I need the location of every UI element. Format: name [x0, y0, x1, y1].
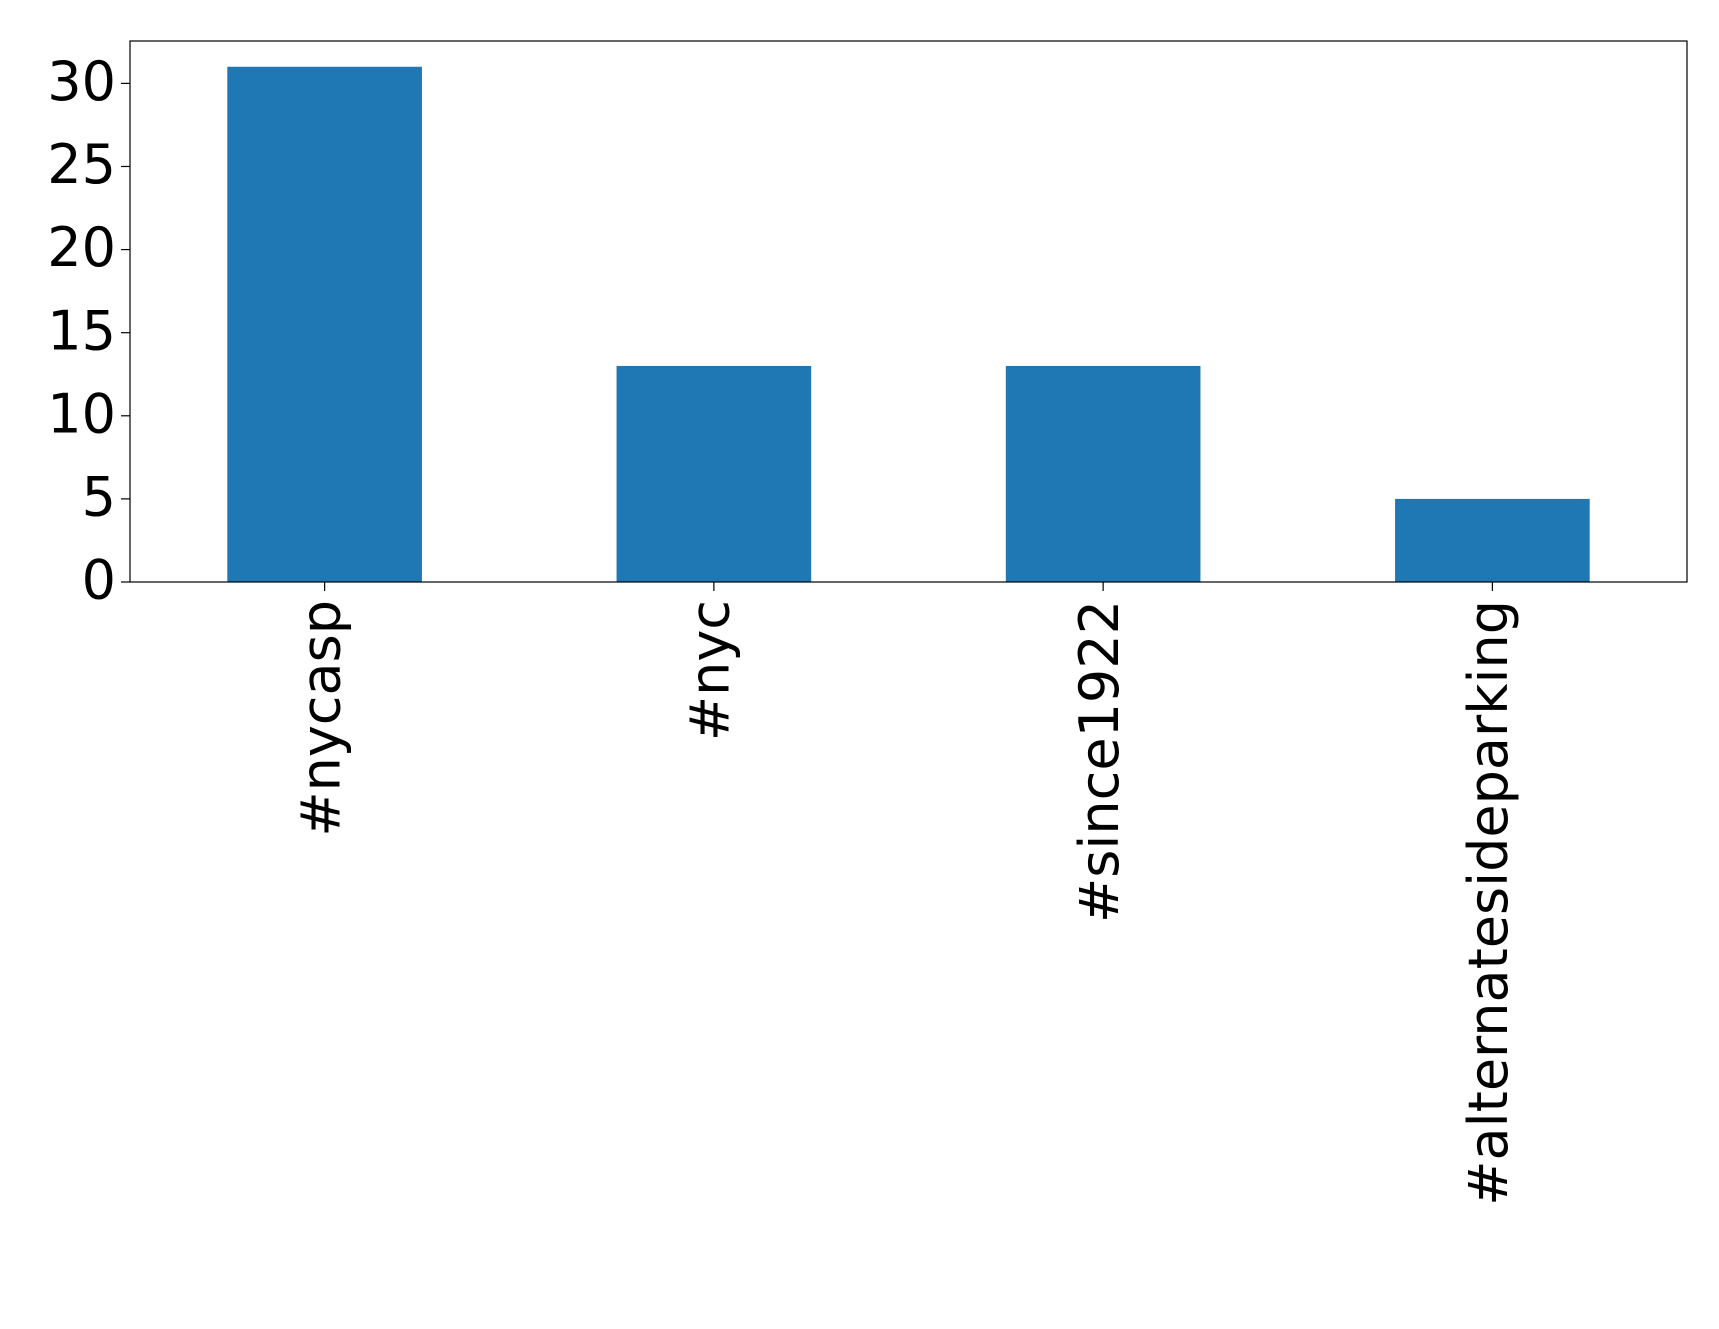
y-tick-label: 5 — [82, 466, 116, 529]
x-tick-label: #nycasp — [289, 600, 352, 837]
bar — [616, 365, 812, 582]
x-tick-label: #alternatesideparking — [1457, 600, 1520, 1206]
y-tick-label: 15 — [47, 299, 116, 362]
y-tick-label: 30 — [47, 50, 116, 113]
x-tick-label: #since1922 — [1068, 600, 1131, 923]
plot-frame — [129, 40, 1688, 583]
bar — [227, 66, 422, 582]
bar — [1395, 498, 1590, 582]
bar — [1005, 365, 1201, 582]
x-tick-label: #nyc — [679, 600, 742, 741]
y-tick-label: 10 — [47, 382, 116, 445]
y-tick-label: 0 — [82, 549, 116, 612]
y-tick-label: 20 — [47, 216, 116, 279]
y-tick-label: 25 — [47, 133, 116, 196]
